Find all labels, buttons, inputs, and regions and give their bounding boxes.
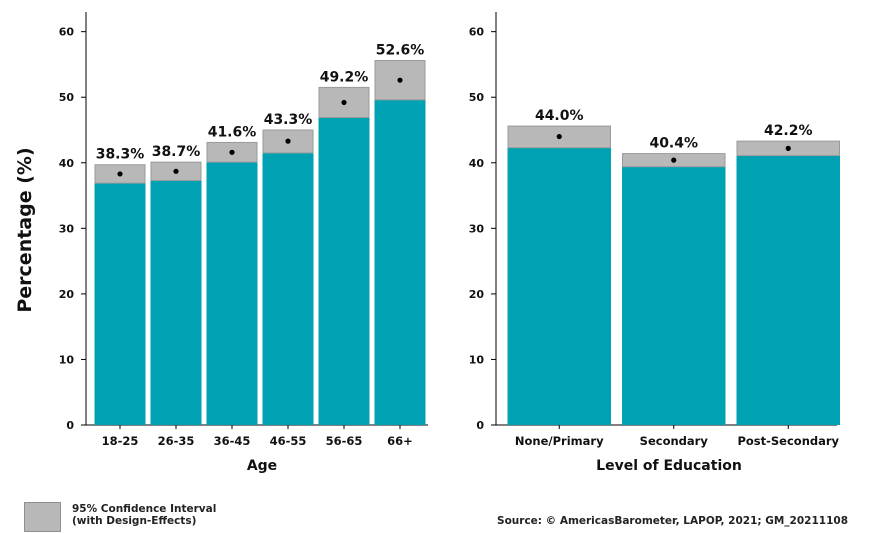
data-label: 40.4%	[649, 136, 698, 152]
bar	[507, 147, 611, 425]
data-label: 43.3%	[264, 112, 313, 128]
y-tick-label: 20	[469, 288, 485, 301]
age-panel: 0 10 20 30 40 50 60 38.3% 18-25 38.7% 26-35 41.6% 36…	[59, 12, 428, 448]
x-tick-label: 18-25	[102, 434, 139, 448]
point-estimate	[671, 157, 677, 163]
point-estimate	[229, 149, 235, 155]
y-tick-label: 40	[59, 157, 75, 170]
bar	[374, 99, 426, 425]
bar	[736, 155, 840, 426]
x-tick-label: Post-Secondary	[737, 434, 839, 448]
legend-ci-label-line1: 95% Confidence Interval	[72, 503, 217, 515]
y-tick-label: 60	[469, 26, 485, 39]
y-tick-label: 60	[59, 26, 75, 39]
source-note: Source: © AmericasBarometer, LAPOP, 2021…	[497, 515, 848, 527]
education-panel: 0 10 20 30 40 50 60 44.0% None/Primary 40.4% Secon…	[469, 12, 840, 448]
point-estimate	[785, 145, 791, 151]
x-tick-label: 66+	[387, 434, 413, 448]
x-tick-label: None/Primary	[515, 434, 604, 448]
bar	[262, 152, 314, 425]
y-tick-label: 30	[59, 222, 75, 235]
y-tick-label: 20	[59, 288, 75, 301]
legend-ci-label: 95% Confidence Interval (with Design-Eff…	[72, 503, 216, 527]
point-estimate	[117, 171, 123, 177]
point-estimate	[556, 133, 562, 140]
x-tick-label: 56-65	[326, 434, 363, 448]
point-estimate	[285, 138, 291, 144]
point-estimate	[341, 99, 347, 106]
ci-band	[374, 60, 426, 101]
bar	[318, 117, 370, 426]
legend-ci-swatch	[24, 502, 61, 532]
x-tick-label: 46-55	[270, 434, 307, 448]
y-tick-label: 30	[469, 222, 485, 235]
bar	[206, 162, 258, 425]
data-label: 42.2%	[764, 123, 813, 139]
y-tick-label: 50	[469, 91, 485, 104]
x-tick-label: 36-45	[214, 434, 251, 448]
x-tick-label: Secondary	[640, 434, 709, 448]
y-tick-label: 40	[469, 157, 485, 170]
data-label: 52.6%	[376, 43, 425, 59]
point-estimate	[397, 77, 403, 83]
y-tick-label: 0	[66, 419, 74, 432]
x-axis-title-age: Age	[247, 458, 277, 474]
data-label: 44.0%	[535, 108, 584, 124]
point-estimate	[173, 168, 179, 174]
data-label: 41.6%	[208, 124, 257, 140]
y-axis-title: Percentage (%)	[14, 147, 36, 312]
bar	[622, 166, 726, 425]
y-tick-label: 10	[59, 353, 75, 366]
x-tick-label: 26-35	[158, 434, 195, 448]
y-tick-label: 10	[469, 353, 485, 366]
x-axis-title-education: Level of Education	[596, 458, 742, 474]
data-label: 38.7%	[152, 144, 201, 160]
data-label: 49.2%	[320, 69, 369, 85]
bar	[94, 183, 146, 425]
data-label: 38.3%	[96, 147, 145, 163]
y-tick-label: 0	[476, 419, 484, 432]
y-tick-label: 50	[59, 91, 75, 104]
bar	[150, 180, 202, 425]
legend-ci-label-line2: (with Design-Effects)	[72, 515, 197, 527]
